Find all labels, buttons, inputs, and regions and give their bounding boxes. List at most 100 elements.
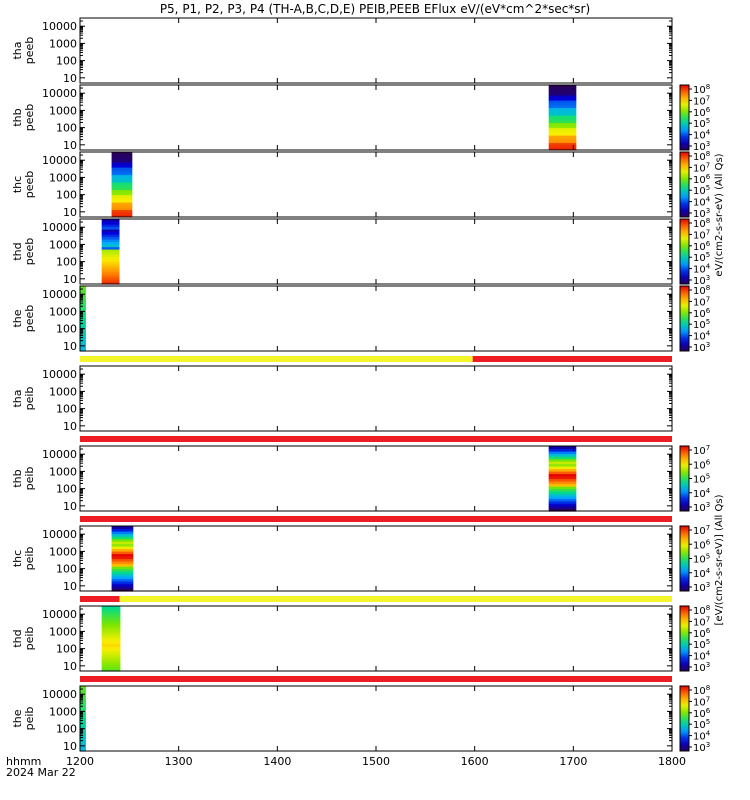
panel-tha-peeb: 10 100 1000 10000 tha peeb — [11, 17, 673, 85]
colorbar-tick-label: 105 — [693, 553, 710, 566]
spectrogram-cell — [80, 716, 86, 720]
spectrogram-cell — [101, 229, 120, 233]
spectrogram-cell — [101, 251, 120, 255]
x-tick-label: 1200 — [66, 755, 94, 768]
colorbar-tick-label: 105 — [693, 184, 710, 197]
spectrogram-cell — [111, 588, 134, 592]
spectrogram-cell — [111, 536, 134, 540]
spectrogram-cell — [80, 301, 86, 305]
panel-probe-label: the — [11, 309, 24, 327]
spectrogram-cell — [80, 721, 86, 725]
y-tick-label: 10 — [63, 420, 77, 433]
colorbar-tick-label: 104 — [693, 330, 711, 343]
panel-probe-label: thc — [11, 176, 24, 193]
colorbar-tick-label: 104 — [693, 730, 711, 743]
spectrogram-cell — [548, 448, 577, 452]
y-tick-label: 100 — [56, 189, 77, 202]
colorbar — [679, 218, 690, 285]
y-tick-label: 10000 — [42, 448, 77, 461]
spectrogram-cell — [548, 115, 577, 119]
colorbar-tick-exponent: 5 — [706, 184, 710, 192]
colorbar-tick-base: 10 — [693, 540, 706, 551]
spectrogram-cell — [101, 226, 120, 230]
y-tick-label: 1000 — [49, 625, 77, 638]
spectrogram-cell — [80, 741, 86, 745]
spectrogram-cell — [548, 481, 577, 485]
spectrogram-cell — [101, 638, 121, 642]
panel-probe-label: the — [11, 709, 24, 727]
colorbar-tick-exponent: 4 — [706, 129, 711, 137]
colorbar-tick-label: 108 — [693, 83, 710, 96]
spectrogram-cell — [111, 566, 134, 570]
y-tick-label: 1000 — [49, 305, 77, 318]
spectrogram-cell — [111, 576, 134, 580]
colorbar-tick-base: 10 — [693, 230, 706, 241]
spectrogram-cell — [548, 127, 577, 131]
colorbar-tick-exponent: 4 — [706, 196, 711, 204]
y-tick-label: 10000 — [42, 368, 77, 381]
colorbar-tick-exponent: 3 — [706, 274, 710, 282]
spectrogram-cell — [548, 491, 577, 495]
panel-probe-label: tha — [11, 41, 24, 59]
spectrogram-cell — [111, 184, 133, 188]
spectrogram-cell — [101, 274, 120, 278]
spectrogram-cell — [101, 236, 120, 240]
spectrogram-cell — [111, 551, 134, 555]
panel-frame — [79, 285, 673, 352]
spectrogram-cell — [111, 548, 134, 552]
spectrogram-cell — [111, 528, 134, 532]
colorbar-tick-label: 108 — [693, 150, 710, 163]
spectrogram-cell — [548, 466, 577, 470]
spectrogram-cell — [111, 167, 133, 171]
spectrogram-cell — [548, 493, 577, 497]
colorbar-tick-base: 10 — [693, 697, 706, 708]
panel-product-label: peib — [23, 707, 36, 731]
colorbar-tick-exponent: 8 — [706, 217, 710, 225]
colorbar-tick-base: 10 — [693, 297, 706, 308]
colorbar-tick-base: 10 — [693, 163, 706, 174]
spectrogram-cell — [80, 708, 86, 712]
y-tick-label: 10 — [63, 139, 77, 152]
colorbar — [679, 525, 690, 592]
spectrogram-cell — [548, 130, 577, 134]
colorbar-tick-base: 10 — [693, 686, 706, 697]
colorbar-tick-exponent: 4 — [706, 330, 711, 338]
y-tick-label: 100 — [56, 323, 77, 336]
spectrogram-cell — [111, 209, 133, 213]
spectrogram-cell — [111, 199, 133, 203]
spectrogram-cell — [101, 628, 121, 632]
spectrogram-cell — [548, 508, 577, 512]
colorbar-tick-label: 106 — [693, 307, 711, 320]
spectrogram-cell — [111, 214, 133, 218]
panel-frame — [79, 365, 673, 432]
colorbar-tick-base: 10 — [693, 152, 706, 163]
colorbar-tick-label: 104 — [693, 567, 711, 580]
spectrogram-cell — [111, 538, 134, 542]
colorbar-tick-label: 105 — [693, 251, 710, 264]
spectrogram-cell — [111, 561, 134, 565]
spectrogram-cell — [101, 641, 121, 645]
colorbar-tick-exponent: 6 — [706, 106, 711, 114]
spectrogram-cell — [101, 259, 120, 263]
spectrogram-cell — [101, 618, 121, 622]
spectrogram-cell — [548, 142, 577, 146]
spectrogram-cell — [80, 701, 86, 705]
spectrogram-cell — [548, 503, 577, 507]
colorbar-tick-base: 10 — [693, 119, 706, 130]
spectrogram-cell — [101, 254, 120, 258]
spectrogram-cell — [80, 323, 86, 327]
x-tick-label: 1500 — [362, 755, 390, 768]
colorbar-tick-exponent: 8 — [706, 684, 710, 692]
colorbar-tick-exponent: 4 — [706, 650, 711, 658]
colorbar-tick-exponent: 3 — [706, 501, 710, 509]
y-tick-label: 10000 — [42, 288, 77, 301]
colorbar-tick-label: 105 — [693, 638, 710, 651]
colorbar-tick-exponent: 8 — [706, 604, 710, 612]
panel-probe-label: thc — [11, 550, 24, 567]
spectrogram-cell — [548, 461, 577, 465]
colorbar-tick-base: 10 — [693, 108, 706, 119]
y-tick-label: 100 — [56, 256, 77, 269]
